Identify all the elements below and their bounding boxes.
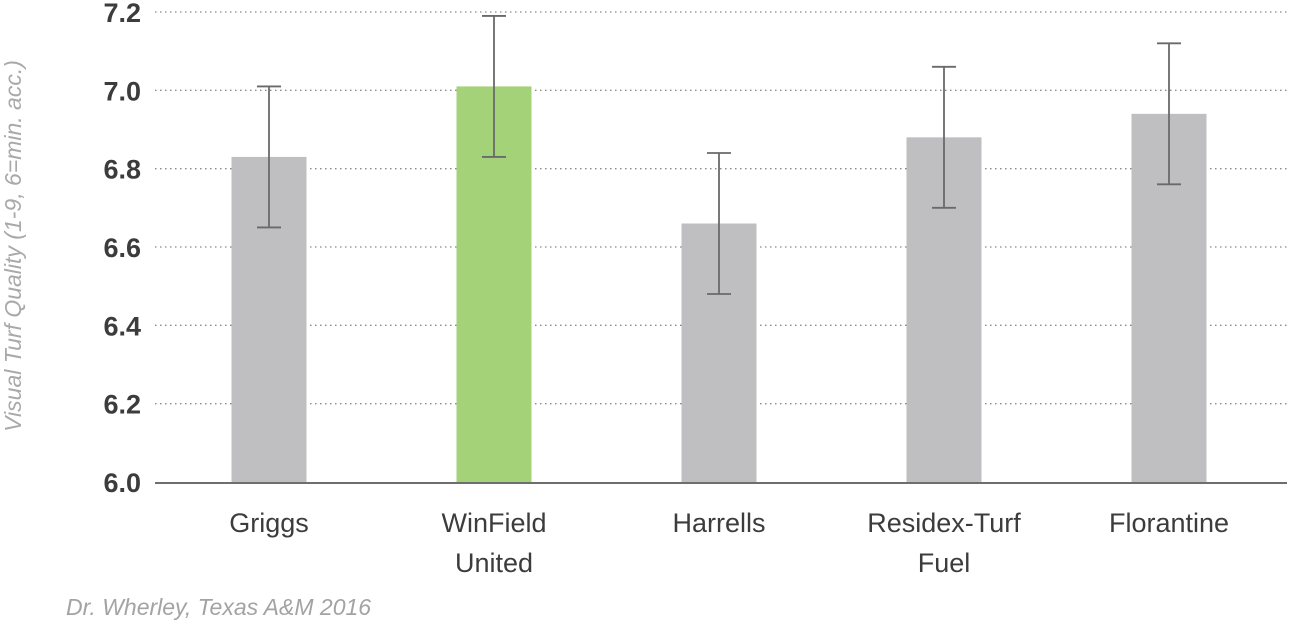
y-tick-label: 6.6 [103,233,141,263]
x-tick-label: WinField [441,508,546,538]
y-tick-label: 6.8 [103,155,141,185]
bars [231,86,1207,483]
x-tick-label: Florantine [1109,508,1229,538]
source-note: Dr. Wherley, Texas A&M 2016 [66,594,372,620]
x-tick-label: Residex-Turf [867,508,1021,538]
y-tick-labels: 6.0 6.2 6.4 6.6 6.8 7.0 7.2 [103,0,141,498]
x-tick-label: Fuel [918,548,971,578]
x-tick-label: Harrells [672,508,765,538]
y-tick-label: 6.4 [103,311,141,341]
y-tick-label: 7.2 [103,0,141,28]
y-tick-label: 7.0 [103,76,141,106]
x-tick-label: Griggs [229,508,309,538]
x-tick-labels: Griggs WinField United Harrells Residex-Turf… [229,508,1229,578]
y-tick-label: 6.0 [103,468,141,498]
y-tick-label: 6.2 [103,390,141,420]
error-bars [257,15,1181,295]
y-axis-label: Visual Turf Quality (1-9, 6=min. acc.) [0,60,26,432]
x-tick-label: United [455,548,533,578]
